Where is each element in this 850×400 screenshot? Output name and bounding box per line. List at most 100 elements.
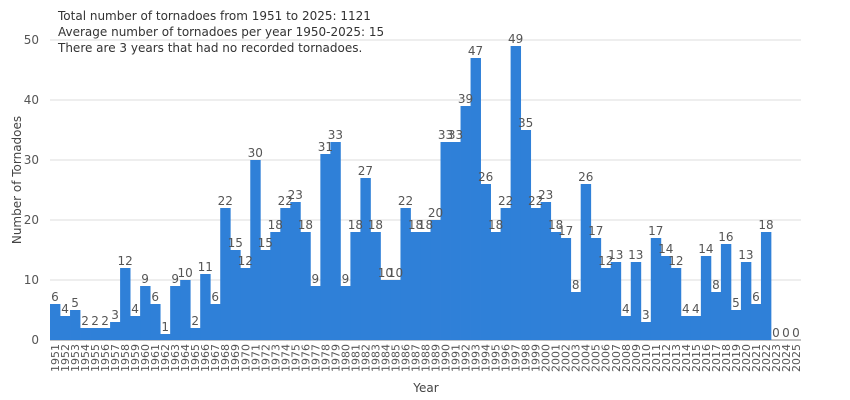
bar	[50, 304, 61, 340]
x-tick-label: 1993	[470, 344, 483, 372]
bar	[410, 232, 421, 340]
data-label: 17	[588, 224, 603, 238]
bar	[70, 310, 81, 340]
bar	[720, 244, 732, 340]
data-label: 9	[141, 272, 149, 286]
x-tick-label: 1960	[139, 344, 152, 372]
x-tick-label: 2004	[580, 344, 593, 372]
bar	[250, 160, 261, 340]
bar	[230, 250, 241, 340]
bar	[510, 46, 522, 340]
x-tick-label: 2018	[720, 344, 733, 372]
bar	[730, 310, 742, 340]
x-tick-label: 1964	[179, 344, 192, 372]
x-tick-label: 1963	[169, 344, 182, 372]
y-tick-label: 40	[24, 93, 39, 107]
x-tick-label: 1975	[289, 344, 302, 372]
bar	[180, 280, 191, 340]
bar	[170, 286, 181, 340]
x-tick-label: 2002	[560, 344, 573, 372]
bar	[310, 286, 321, 340]
x-tick-label: 1951	[49, 344, 62, 372]
x-tick-label: 1995	[490, 344, 503, 372]
bar	[580, 184, 592, 340]
data-label: 14	[658, 242, 673, 256]
x-tick-label: 1958	[119, 344, 132, 372]
data-label: 10	[378, 266, 393, 280]
bar	[290, 202, 301, 340]
x-tick-label: 1982	[359, 344, 372, 372]
data-label: 15	[258, 236, 273, 250]
x-tick-label: 2013	[670, 344, 683, 372]
data-label: 17	[558, 224, 573, 238]
data-label: 5	[71, 296, 79, 310]
x-tick-label: 1994	[480, 344, 493, 372]
data-label: 18	[368, 218, 383, 232]
data-label: 47	[468, 44, 483, 58]
x-tick-label: 2016	[700, 344, 713, 372]
bar	[530, 208, 542, 340]
bar	[100, 328, 111, 340]
data-label: 18	[408, 218, 423, 232]
x-tick-label: 1959	[129, 344, 142, 372]
bar	[490, 232, 501, 340]
x-tick-label: 2017	[710, 344, 723, 372]
data-label: 18	[298, 218, 313, 232]
x-tick-label: 1979	[329, 344, 342, 372]
y-tick-label: 20	[24, 213, 39, 227]
bar	[350, 232, 361, 340]
x-tick-label: 2024	[780, 344, 793, 372]
x-tick-label: 1973	[269, 344, 282, 372]
data-label: 14	[698, 242, 713, 256]
data-label: 2	[191, 314, 199, 328]
bar	[660, 256, 672, 340]
bar	[550, 232, 562, 340]
x-tick-label: 2000	[540, 344, 553, 372]
data-label: 6	[752, 290, 760, 304]
x-tick-label: 2022	[760, 344, 773, 372]
x-tick-label: 1974	[279, 344, 292, 372]
y-tick-label: 30	[24, 153, 39, 167]
data-label: 10	[388, 266, 403, 280]
data-label: 0	[782, 326, 790, 340]
bar	[80, 328, 91, 340]
data-label: 6	[151, 290, 159, 304]
x-tick-label: 1983	[369, 344, 382, 372]
x-tick-label: 1997	[510, 344, 523, 372]
y-tick-label: 0	[31, 333, 39, 347]
y-axis-ticks: 0 10 20 30 40 50	[24, 33, 39, 347]
x-tick-label: 1968	[219, 344, 232, 372]
x-tick-label: 2019	[730, 344, 743, 372]
data-label: 22	[398, 194, 413, 208]
bar	[640, 322, 652, 340]
x-tick-label: 1985	[389, 344, 402, 372]
data-label: 4	[692, 302, 700, 316]
data-label: 18	[488, 218, 503, 232]
data-label: 4	[61, 302, 69, 316]
data-label: 12	[668, 254, 683, 268]
data-label: 26	[578, 170, 593, 184]
x-tick-label: 1981	[349, 344, 362, 372]
summary-notes: Total number of tornadoes from 1951 to 2…	[57, 9, 384, 55]
data-label: 6	[51, 290, 59, 304]
x-tick-label: 1990	[440, 344, 453, 372]
bar	[190, 328, 201, 340]
x-tick-label: 2007	[610, 344, 623, 372]
bar	[740, 262, 752, 340]
x-tick-label: 2012	[660, 344, 673, 372]
x-tick-label: 1996	[500, 344, 513, 372]
data-label: 33	[438, 128, 453, 142]
bar	[570, 292, 582, 340]
data-label: 30	[248, 146, 263, 160]
data-label: 11	[198, 260, 213, 274]
x-tick-label: 2020	[740, 344, 753, 372]
x-tick-label: 2003	[570, 344, 583, 372]
data-labels: 64 52 2 2 3124961910211622151230151822231893…	[51, 32, 800, 340]
data-label: 8	[572, 278, 580, 292]
bar	[540, 202, 552, 340]
data-label: 27	[358, 164, 373, 178]
data-label: 23	[538, 188, 553, 202]
y-axis-title: Number of Tornadoes	[10, 116, 24, 244]
x-tick-label: 1988	[420, 344, 433, 372]
bar	[300, 232, 311, 340]
